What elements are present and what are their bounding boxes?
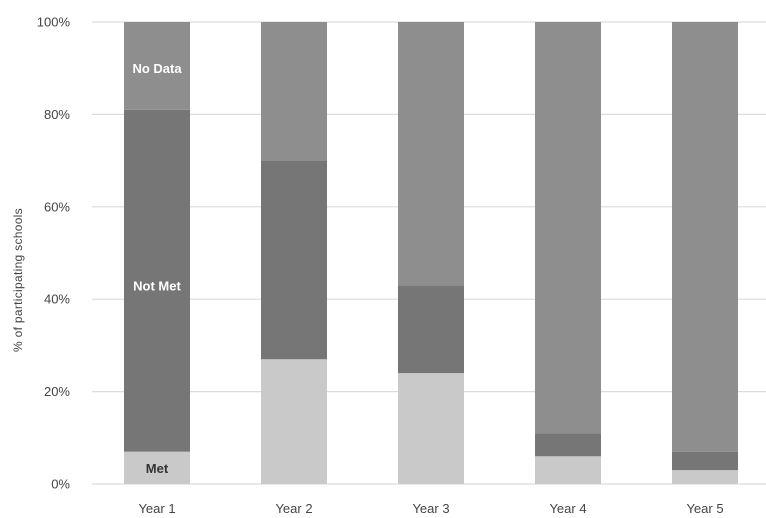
y-axis-label: % of participating schools [11, 208, 25, 352]
bar-segment-met [672, 470, 738, 484]
y-tick-label: 60% [44, 199, 70, 214]
y-tick-label: 20% [44, 384, 70, 399]
bars [124, 22, 738, 484]
segment-labels: Met Not Met No Data [132, 61, 182, 476]
y-tick-label: 100% [37, 15, 71, 30]
y-tick-label: 80% [44, 107, 70, 122]
bar-segment-not-met [398, 285, 464, 374]
bar-segment-not-met [124, 109, 190, 452]
bar-segment-no-data [398, 22, 464, 286]
segment-label: No Data [132, 61, 182, 76]
segment-label: Met [146, 461, 169, 476]
bar-segment-met [261, 359, 327, 484]
bar-segment-no-data [261, 22, 327, 161]
y-tick-label: 0% [51, 477, 70, 492]
x-tick-label: Year 5 [686, 501, 723, 516]
bar-segment-not-met [672, 451, 738, 471]
x-tick-label: Year 2 [275, 501, 312, 516]
x-axis-ticks: Year 1 Year 2 Year 3 Year 4 Year 5 [138, 501, 723, 516]
bar-segment-met [124, 451, 190, 484]
y-axis-ticks: 0% 20% 40% 60% 80% 100% [37, 15, 71, 492]
bar-segment-no-data [535, 22, 601, 434]
bar-segment-not-met [261, 160, 327, 360]
bar-segment-not-met [535, 433, 601, 457]
segment-label: Not Met [133, 278, 181, 293]
x-tick-label: Year 1 [138, 501, 175, 516]
x-tick-label: Year 3 [412, 501, 449, 516]
bar-segment-met [398, 373, 464, 484]
bar-segment-no-data [124, 22, 190, 110]
bar-segment-met [535, 456, 601, 484]
bar-segment-no-data [672, 22, 738, 452]
y-tick-label: 40% [44, 292, 70, 307]
x-tick-label: Year 4 [549, 501, 586, 516]
